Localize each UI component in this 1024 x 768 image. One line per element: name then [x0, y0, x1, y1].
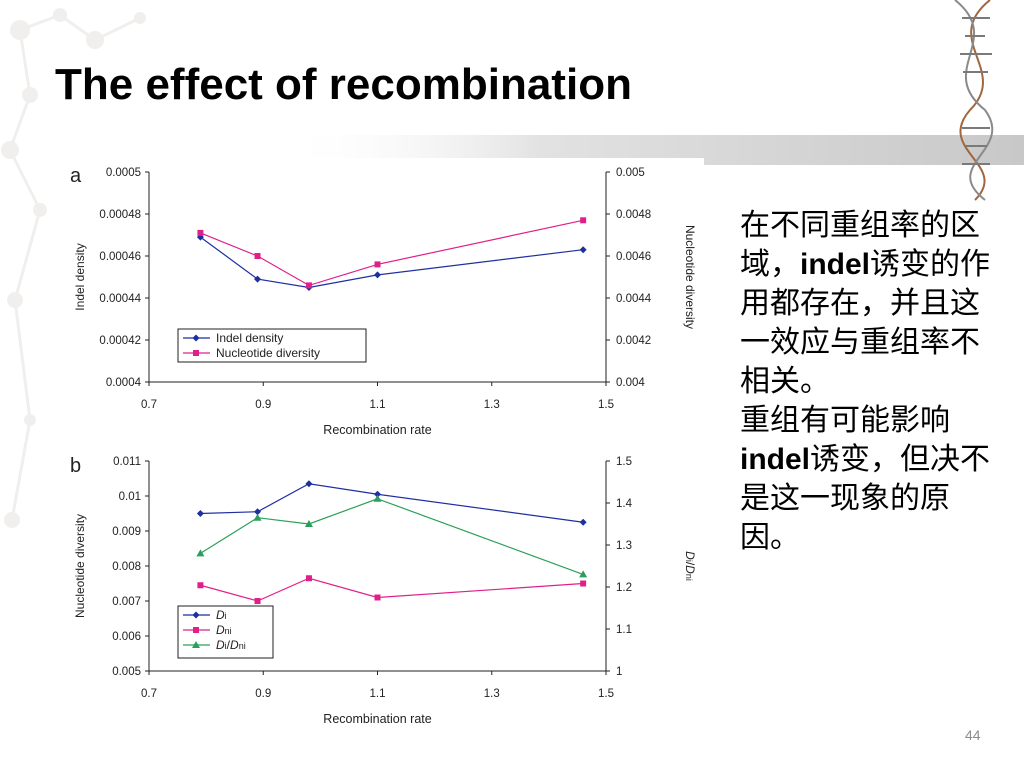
data-point-triangle: [192, 641, 200, 648]
right-tick-label: 0.005: [616, 167, 645, 179]
right-axis-title: Di/Dni: [683, 551, 697, 581]
left-tick-label: 0.007: [112, 596, 141, 608]
panel-label: a: [70, 165, 82, 187]
caption-part: 在不同重组率的区域，: [740, 208, 980, 282]
data-point-square: [193, 350, 199, 356]
left-tick-label: 0.0005: [106, 167, 141, 179]
right-tick-label: 1.4: [616, 498, 633, 510]
data-point-diamond: [579, 518, 587, 526]
right-axis-title: Nucleotide diversity: [683, 225, 697, 329]
data-point-square: [580, 580, 587, 587]
left-tick-label: 0.0004: [106, 377, 142, 389]
data-point-diamond: [192, 611, 200, 619]
caption-part: 重组有可能影响: [740, 403, 950, 438]
x-tick-label: 0.9: [255, 688, 271, 700]
data-point-diamond: [374, 490, 381, 498]
left-axis-title: Indel density: [73, 243, 87, 310]
x-tick-label: 1.5: [598, 688, 614, 700]
x-tick-label: 1.1: [370, 688, 386, 700]
x-tick-label: 1.3: [484, 399, 500, 411]
right-tick-label: 1: [616, 666, 622, 678]
data-point-diamond: [374, 271, 381, 279]
left-tick-label: 0.00046: [99, 251, 141, 263]
data-point-square: [193, 627, 199, 633]
slide-title: The effect of recombination: [55, 60, 632, 109]
x-axis-title: Recombination rate: [323, 712, 431, 726]
right-tick-label: 1.3: [616, 540, 632, 552]
data-point-diamond: [579, 246, 587, 254]
data-point-square: [197, 582, 204, 589]
legend-label: Di: [216, 608, 227, 622]
chart-panel-b: b 0.005 0.006 0.007 0.008 0.009 0.01 0.011 1 1.1 1…: [70, 455, 697, 726]
x-tick-label: 0.7: [141, 688, 157, 700]
x-tick-label: 0.7: [141, 399, 157, 411]
caption-indel-bold: indel: [740, 443, 811, 476]
right-tick-label: 1.2: [616, 582, 632, 594]
data-point-square: [580, 217, 587, 224]
left-tick-label: 0.00048: [99, 209, 141, 221]
legend-label: Nucleotide diversity: [216, 346, 320, 360]
x-tick-label: 0.9: [255, 399, 271, 411]
series-line-dni: [200, 577, 584, 602]
right-tick-label: 0.0046: [616, 251, 651, 263]
recombination-charts: a 0.0004 0.00042 0.00044 0.00046 0.00048 0.000…: [70, 165, 697, 726]
caption-part: 诱变的作用都存在，并且这一效应与重组率不相关。: [740, 247, 991, 399]
left-tick-label: 0.008: [112, 561, 141, 573]
left-axis-title: Nucleotide diversity: [73, 514, 87, 618]
left-tick-label: 0.00042: [99, 335, 141, 347]
data-point-triangle: [304, 520, 313, 527]
x-axis-title: Recombination rate: [323, 423, 431, 437]
data-point-square: [374, 261, 381, 268]
page-number: 44: [965, 727, 981, 743]
caption-part: 诱变，但决不是这一现象的原因。: [740, 442, 991, 555]
caption-text: 在不同重组率的区域，indel诱变的作用都存在，并且这一效应与重组率不相关。 重…: [740, 206, 1002, 557]
legend-label: Indel density: [216, 331, 283, 345]
data-point-triangle: [373, 494, 382, 502]
data-point-square: [305, 282, 312, 289]
data-point-square: [197, 229, 204, 236]
data-point-square: [254, 598, 261, 604]
data-point-triangle: [579, 570, 588, 578]
x-tick-label: 1.3: [484, 688, 500, 700]
x-tick-label: 1.1: [370, 399, 386, 411]
data-point-triangle: [253, 513, 262, 521]
left-tick-label: 0.011: [113, 456, 141, 468]
right-tick-label: 1.5: [616, 456, 632, 468]
data-point-diamond: [254, 275, 262, 283]
data-point-diamond: [254, 508, 262, 516]
background-molecule-pattern: [1, 8, 146, 528]
data-point-diamond: [196, 510, 204, 517]
figure-panel: a 0.0004 0.00042 0.00044 0.00046 0.00048 0.000…: [62, 158, 704, 734]
left-tick-label: 0.00044: [99, 293, 141, 305]
right-tick-label: 0.0042: [616, 335, 651, 347]
caption-indel-bold: indel: [800, 248, 871, 281]
data-point-square: [305, 575, 312, 582]
series-line-nucleotide-diversity: [200, 219, 584, 287]
legend-box: [177, 328, 367, 363]
right-tick-label: 0.0044: [616, 293, 652, 305]
data-point-triangle: [196, 549, 205, 557]
legend-label: Di/Dni: [216, 638, 246, 652]
legend-label: Dni: [216, 623, 232, 637]
left-tick-label: 0.006: [112, 631, 141, 643]
left-tick-label: 0.01: [119, 491, 141, 503]
dna-helix-icon: [954, 0, 994, 201]
data-point-diamond: [305, 480, 313, 488]
right-tick-label: 0.004: [616, 377, 645, 389]
right-tick-label: 0.0048: [616, 209, 651, 221]
data-point-square: [254, 253, 261, 259]
panel-label: b: [70, 455, 81, 477]
x-tick-label: 1.5: [598, 399, 614, 411]
left-tick-label: 0.009: [112, 526, 141, 538]
left-tick-label: 0.005: [112, 666, 141, 678]
chart-panel-a: a 0.0004 0.00042 0.00044 0.00046 0.00048 0.000…: [70, 165, 697, 437]
data-point-square: [374, 594, 381, 601]
data-point-diamond: [192, 334, 200, 342]
right-tick-label: 1.1: [616, 624, 632, 636]
